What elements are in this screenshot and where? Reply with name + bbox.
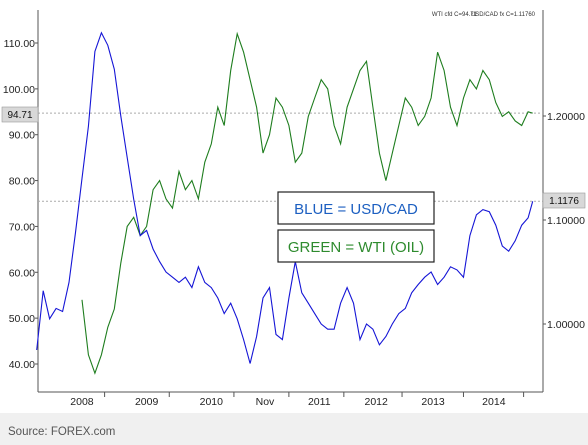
left-tick-label: 80.00 bbox=[9, 176, 35, 188]
right-y-axis-ticks: 1.20000 1.10000 1.00000 bbox=[543, 111, 585, 331]
left-tick-label: 70.00 bbox=[9, 221, 35, 233]
left-y-axis-ticks: 110.00 100.00 90.00 80.00 70.00 60.00 50.00 40.… bbox=[3, 38, 38, 371]
x-tick-label: 2011 bbox=[308, 396, 331, 408]
blue-legend-box: BLUE = USD/CAD bbox=[277, 191, 435, 225]
left-tick-label: 50.00 bbox=[9, 313, 35, 325]
x-tick-label: 2009 bbox=[135, 396, 159, 408]
x-tick-label: 2013 bbox=[421, 396, 445, 408]
right-tick-label: 1.10000 bbox=[547, 215, 585, 227]
green-legend-box: GREEN = WTI (OIL) bbox=[277, 229, 435, 263]
right-tick-label: 1.20000 bbox=[547, 111, 585, 123]
x-tick-label: 2012 bbox=[364, 396, 388, 408]
left-tick-label: 40.00 bbox=[9, 359, 35, 371]
wti-header-label: WTI cfd C=94.71 bbox=[432, 12, 478, 18]
x-tick-label: Nov bbox=[256, 396, 275, 408]
usdcad-last-value: 1.1176 bbox=[549, 196, 579, 207]
usdcad-series-line bbox=[36, 31, 534, 364]
x-tick-label: 2008 bbox=[70, 396, 94, 408]
source-label: Source: FOREX.com bbox=[8, 426, 115, 438]
x-tick-label: 2010 bbox=[200, 396, 224, 408]
green-legend-text: GREEN = WTI (OIL) bbox=[288, 239, 424, 256]
x-axis-ticks: 2008 2009 2010 Nov 2011 2012 2013 2014 bbox=[70, 392, 525, 408]
wti-last-value-badge bbox=[1, 106, 39, 123]
left-tick-label: 100.00 bbox=[3, 84, 35, 96]
x-tick-label: 2014 bbox=[482, 396, 506, 408]
blue-legend-text: BLUE = USD/CAD bbox=[294, 201, 418, 218]
wti-series-line bbox=[81, 31, 533, 375]
right-tick-label: 1.00000 bbox=[547, 319, 585, 331]
usdcad-last-value-badge bbox=[542, 192, 586, 209]
left-tick-label: 90.00 bbox=[9, 130, 35, 142]
wti-last-value: 94.71 bbox=[7, 110, 32, 121]
bottom-band bbox=[0, 413, 588, 445]
left-tick-label: 60.00 bbox=[9, 267, 35, 279]
usdcad-header-label: USD/CAD fx C=1.11760 bbox=[471, 12, 536, 18]
left-tick-label: 110.00 bbox=[4, 38, 35, 50]
